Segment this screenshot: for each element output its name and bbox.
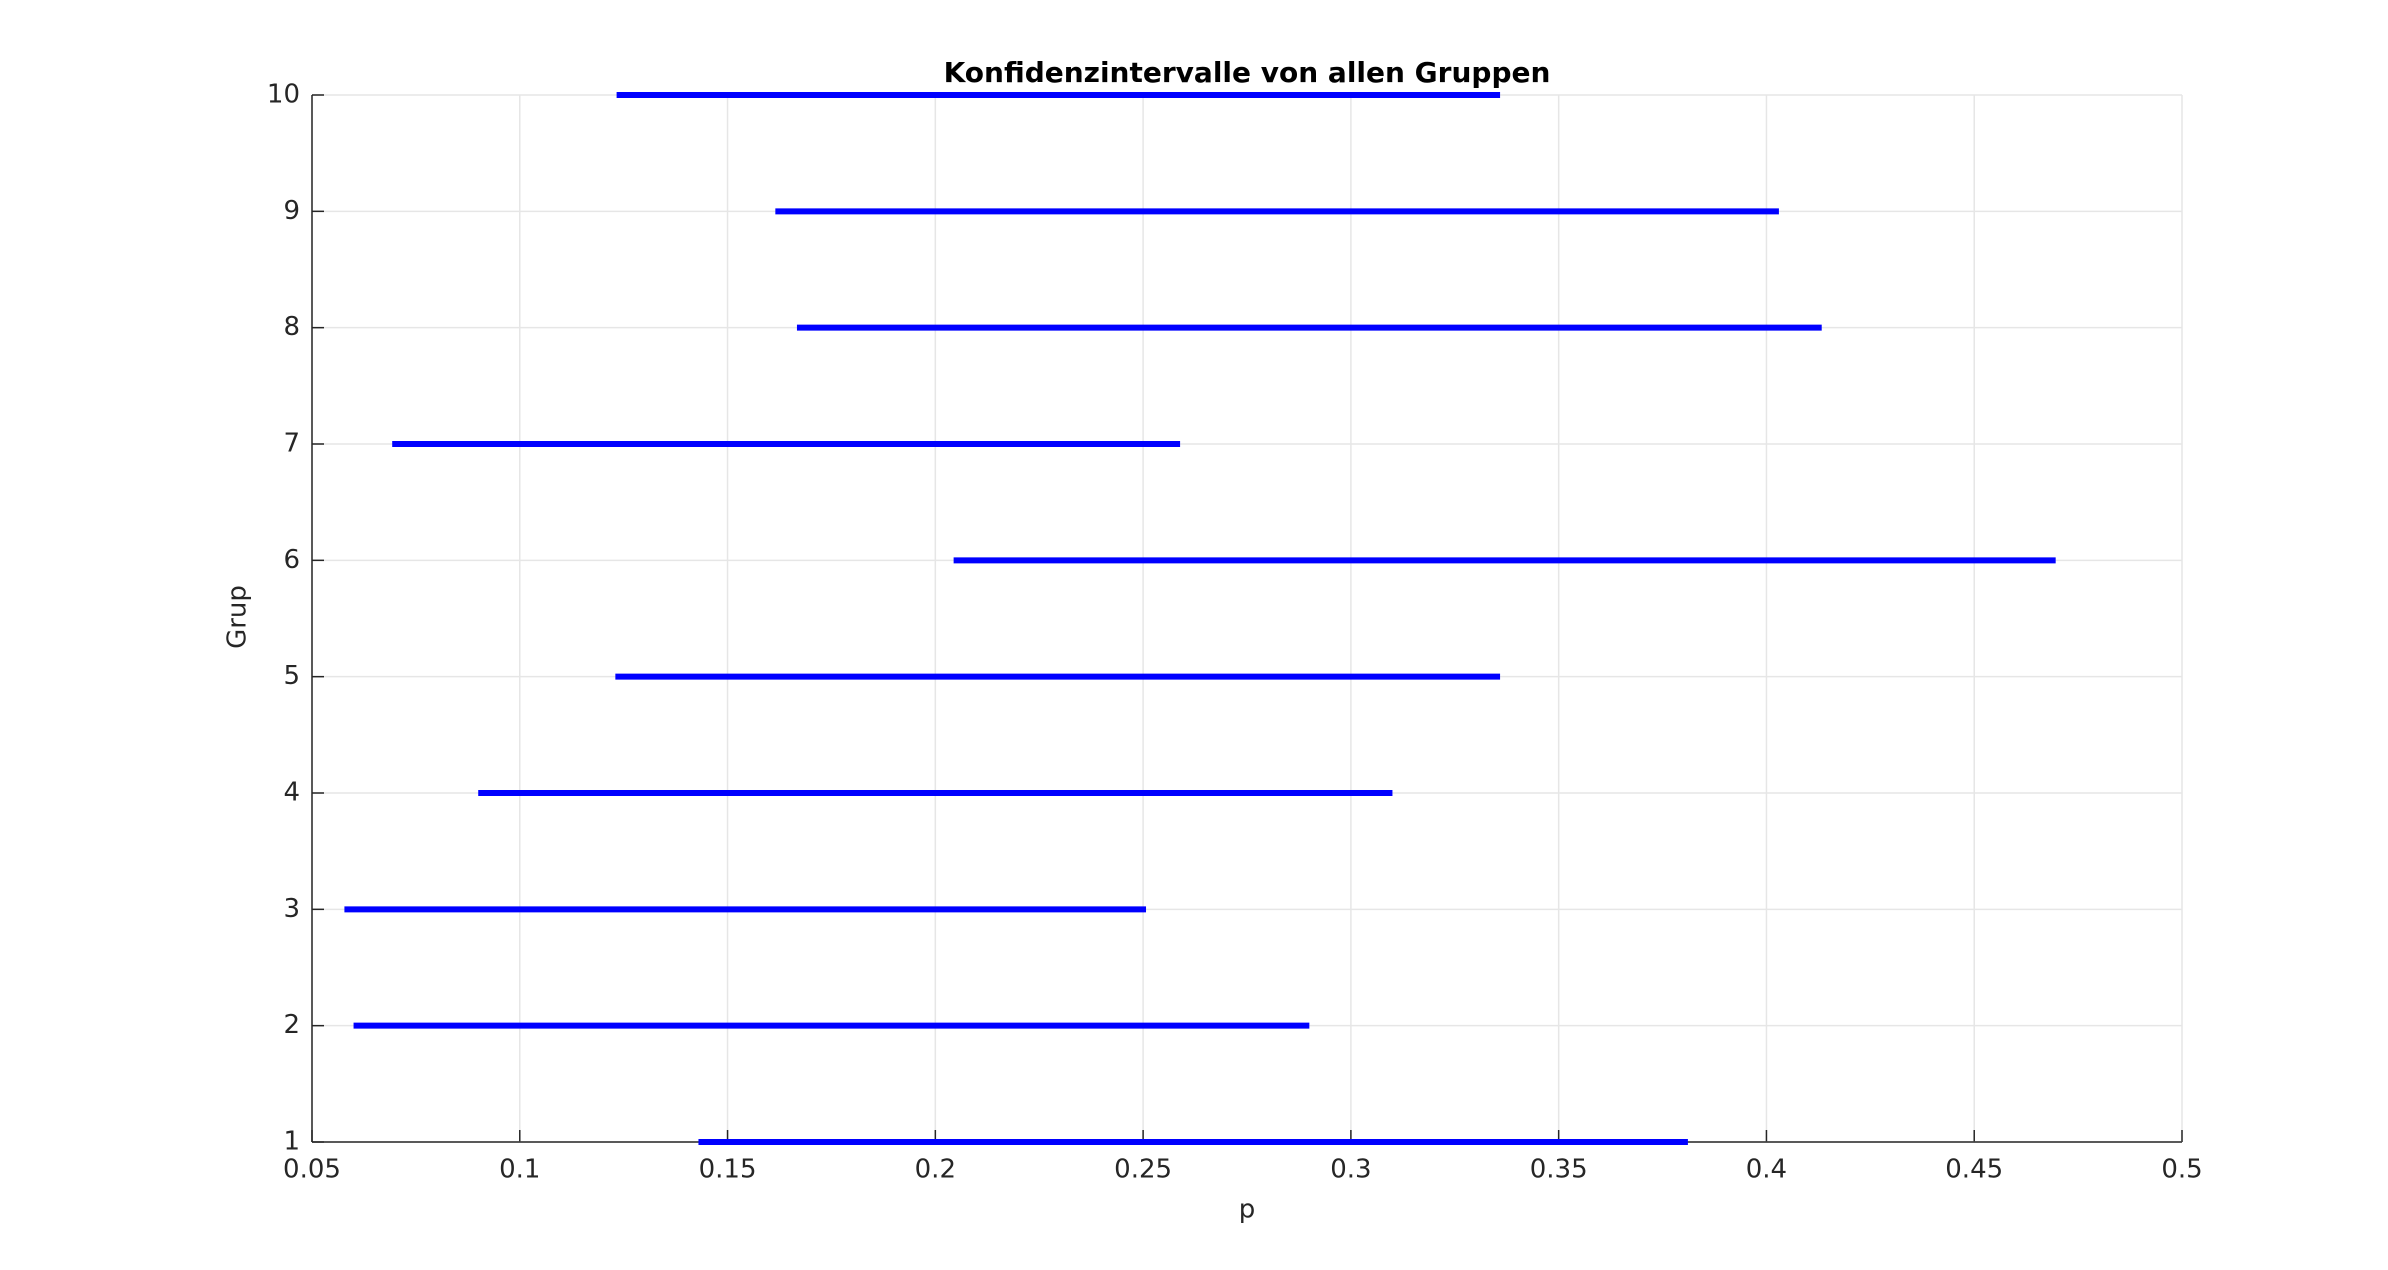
x-tick-label: 0.3 <box>1330 1155 1371 1185</box>
y-tick-label: 6 <box>283 545 300 575</box>
y-tick-label: 7 <box>283 429 300 459</box>
y-tick-label: 4 <box>283 778 300 808</box>
x-tick-label: 0.5 <box>2161 1155 2202 1185</box>
x-tick-label: 0.25 <box>1114 1155 1172 1185</box>
y-tick-label: 8 <box>283 312 300 342</box>
x-tick-label: 0.4 <box>1746 1155 1787 1185</box>
x-tick-label: 0.15 <box>699 1155 757 1185</box>
y-axis-label: Grup <box>223 585 253 649</box>
chart-title: Konfidenzintervalle von allen Gruppen <box>944 56 1551 89</box>
x-tick-label: 0.05 <box>283 1155 341 1185</box>
x-tick-label: 0.45 <box>1945 1155 2003 1185</box>
y-tick-label: 3 <box>283 894 300 924</box>
x-axis-label: p <box>1239 1195 1256 1225</box>
y-tick-label: 9 <box>283 196 300 226</box>
x-tick-label: 0.2 <box>915 1155 956 1185</box>
y-tick-label: 10 <box>267 80 300 110</box>
y-tick-label: 5 <box>283 661 300 691</box>
x-tick-label: 0.1 <box>499 1155 540 1185</box>
y-tick-label: 1 <box>283 1127 300 1157</box>
y-tick-label: 2 <box>283 1010 300 1040</box>
x-tick-label: 0.35 <box>1530 1155 1588 1185</box>
